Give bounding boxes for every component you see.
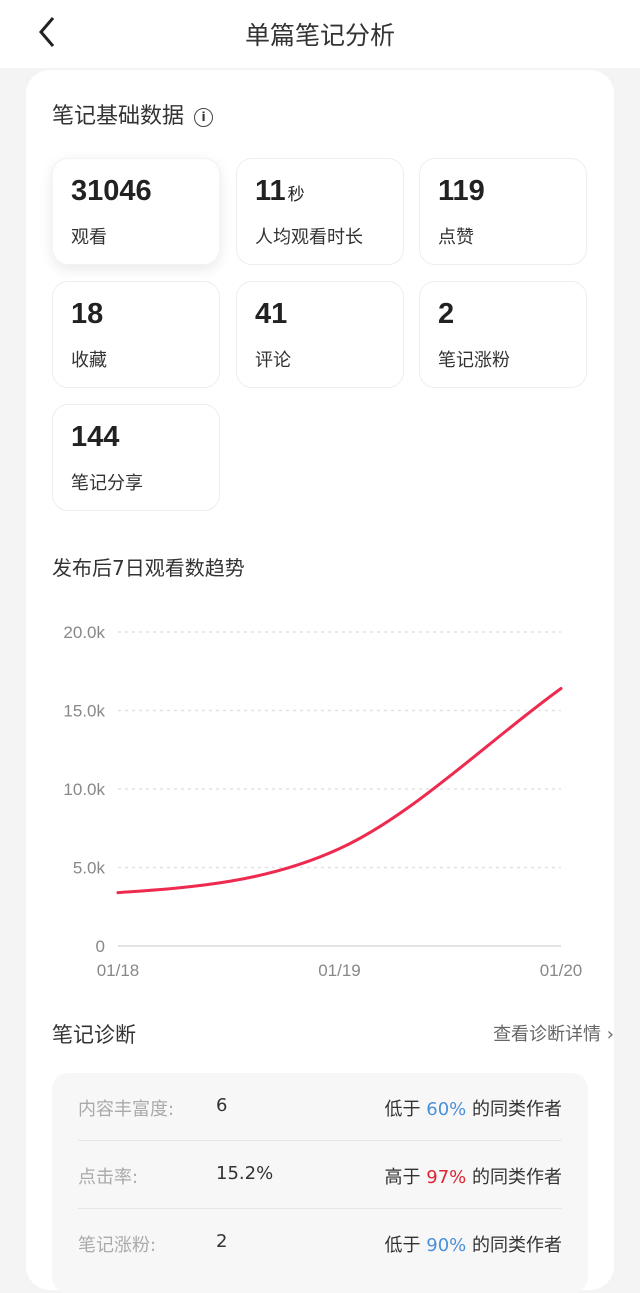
diagnosis-panel: 内容丰富度: 6 低于 60% 的同类作者点击率: 15.2% 高于 97% 的同类作者… xyxy=(52,1073,588,1293)
stat-value: 41 xyxy=(255,298,288,330)
metric-name: 点击率: xyxy=(78,1167,139,1188)
stat-card-1[interactable]: 11 秒人均观看时长 xyxy=(236,158,404,265)
stat-label: 收藏 xyxy=(71,350,107,371)
stat-value: 11 秒 xyxy=(255,175,305,207)
info-icon[interactable]: i xyxy=(194,108,214,127)
metric-value: 2 xyxy=(216,1231,228,1252)
metric-comparison: 低于 60% 的同类作者 xyxy=(384,1099,562,1120)
stat-label: 观看 xyxy=(71,227,107,248)
stat-label: 笔记分享 xyxy=(71,473,143,494)
stat-value: 31046 xyxy=(71,175,152,207)
metric-name: 内容丰富度: xyxy=(78,1099,175,1120)
view-diagnosis-details-link[interactable]: 查看诊断详情 › xyxy=(493,1020,614,1046)
stat-label: 笔记涨粉 xyxy=(438,350,510,371)
trend-title: 发布后7日观看数趋势 xyxy=(52,556,245,580)
stat-card-3[interactable]: 18 收藏 xyxy=(52,281,220,388)
percentile: 90% xyxy=(426,1235,467,1256)
diagnosis-row: 笔记涨粉: 2 低于 90% 的同类作者 xyxy=(78,1209,562,1277)
stat-card-5[interactable]: 2 笔记涨粉 xyxy=(419,281,587,388)
stat-value: 119 xyxy=(438,175,485,207)
metric-comparison: 低于 90% 的同类作者 xyxy=(384,1235,562,1256)
metric-value: 6 xyxy=(216,1095,228,1116)
stat-card-0[interactable]: 31046 观看 xyxy=(52,158,220,265)
metric-comparison: 高于 97% 的同类作者 xyxy=(384,1167,562,1188)
stat-value: 2 xyxy=(438,298,455,330)
percentile: 97% xyxy=(426,1167,467,1188)
top-bar: 单篇笔记分析 xyxy=(0,0,640,68)
stat-card-2[interactable]: 119 点赞 xyxy=(419,158,587,265)
basic-data-title: 笔记基础数据 xyxy=(52,104,185,129)
stat-card-6[interactable]: 144 笔记分享 xyxy=(52,404,220,511)
link-text: 查看诊断详情 xyxy=(493,1024,602,1045)
diagnosis-title: 笔记诊断 xyxy=(52,1023,136,1047)
back-button[interactable] xyxy=(34,14,64,50)
basic-data-heading: 笔记基础数据 i xyxy=(52,98,214,130)
metric-value: 15.2% xyxy=(216,1163,274,1184)
chevron-left-icon xyxy=(39,17,55,47)
stat-label: 评论 xyxy=(255,350,291,371)
page-title: 单篇笔记分析 xyxy=(244,21,395,50)
stat-label: 点赞 xyxy=(438,227,474,248)
chevron-right-icon: › xyxy=(606,1024,614,1045)
percentile: 60% xyxy=(426,1099,467,1120)
stat-label: 人均观看时长 xyxy=(255,227,363,248)
diagnosis-row: 点击率: 15.2% 高于 97% 的同类作者 xyxy=(78,1141,562,1209)
diagnosis-row: 内容丰富度: 6 低于 60% 的同类作者 xyxy=(78,1073,562,1141)
stat-value: 144 xyxy=(71,421,120,453)
metric-name: 笔记涨粉: xyxy=(78,1235,157,1256)
stat-card-4[interactable]: 41 评论 xyxy=(236,281,404,388)
stat-value: 18 xyxy=(71,298,104,330)
